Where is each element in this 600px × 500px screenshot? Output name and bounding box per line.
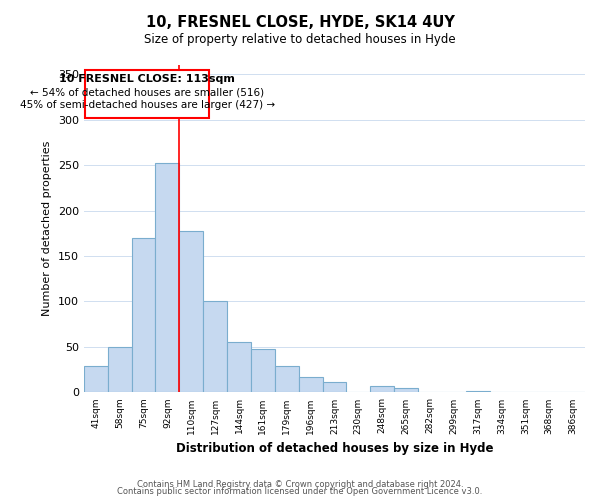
Text: Contains HM Land Registry data © Crown copyright and database right 2024.: Contains HM Land Registry data © Crown c… — [137, 480, 463, 489]
Text: 10, FRESNEL CLOSE, HYDE, SK14 4UY: 10, FRESNEL CLOSE, HYDE, SK14 4UY — [146, 15, 454, 30]
Bar — [251, 349, 275, 393]
Text: 10 FRESNEL CLOSE: 113sqm: 10 FRESNEL CLOSE: 113sqm — [59, 74, 235, 84]
Bar — [275, 366, 299, 392]
Bar — [179, 230, 203, 392]
Bar — [84, 366, 108, 392]
Bar — [299, 377, 323, 392]
Bar — [203, 300, 227, 392]
Text: 45% of semi-detached houses are larger (427) →: 45% of semi-detached houses are larger (… — [20, 100, 275, 110]
Bar — [466, 390, 490, 392]
X-axis label: Distribution of detached houses by size in Hyde: Distribution of detached houses by size … — [176, 442, 493, 455]
FancyBboxPatch shape — [85, 70, 209, 118]
Text: Size of property relative to detached houses in Hyde: Size of property relative to detached ho… — [144, 32, 456, 46]
Bar — [394, 388, 418, 392]
Bar — [370, 386, 394, 392]
Bar — [108, 347, 131, 393]
Bar — [131, 238, 155, 392]
Text: ← 54% of detached houses are smaller (516): ← 54% of detached houses are smaller (51… — [30, 88, 264, 98]
Y-axis label: Number of detached properties: Number of detached properties — [43, 141, 52, 316]
Bar — [155, 163, 179, 392]
Text: Contains public sector information licensed under the Open Government Licence v3: Contains public sector information licen… — [118, 487, 482, 496]
Bar — [323, 382, 346, 392]
Bar — [227, 342, 251, 392]
